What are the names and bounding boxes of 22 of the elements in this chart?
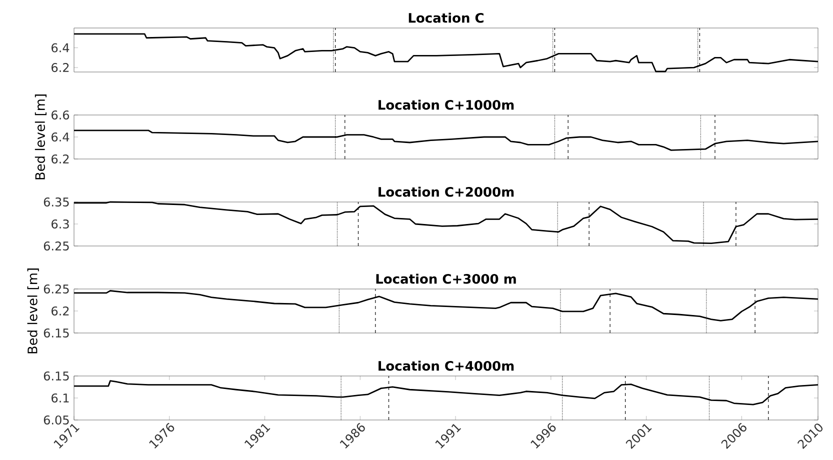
- chart-title: Location C+1000m: [378, 100, 514, 110]
- chart-title: Location C+4000m: [378, 360, 514, 371]
- y-tick-label: 6.2: [52, 154, 69, 164]
- y-tick-label: 6.25: [44, 284, 69, 294]
- y-tick-label: 6.2: [52, 306, 69, 316]
- chart-title: Location C+2000m: [378, 186, 514, 197]
- y-tick-label: 6.4: [52, 43, 70, 52]
- line-series: [73, 201, 819, 244]
- chart-title: Location C+3000 m: [376, 274, 516, 284]
- y-axis-title: Bed level [m]: [34, 94, 47, 180]
- y-tick-label: 6.15: [44, 371, 69, 381]
- y-tick-label: 6.3: [52, 219, 69, 229]
- y-tick-label: 6.2: [52, 63, 69, 72]
- y-tick-label: 6.25: [44, 241, 69, 251]
- y-tick-label: 6.05: [44, 415, 69, 425]
- y-tick-label: 6.35: [44, 197, 69, 207]
- y-tick-label: 6.6: [52, 110, 70, 120]
- y-tick-label: 6.1: [52, 393, 69, 403]
- y-tick-label: 6.15: [44, 328, 69, 338]
- chart-title: Location C: [408, 12, 484, 23]
- y-tick-label: 6.4: [52, 132, 70, 142]
- y-axis-title: Bed level [m]: [27, 268, 39, 354]
